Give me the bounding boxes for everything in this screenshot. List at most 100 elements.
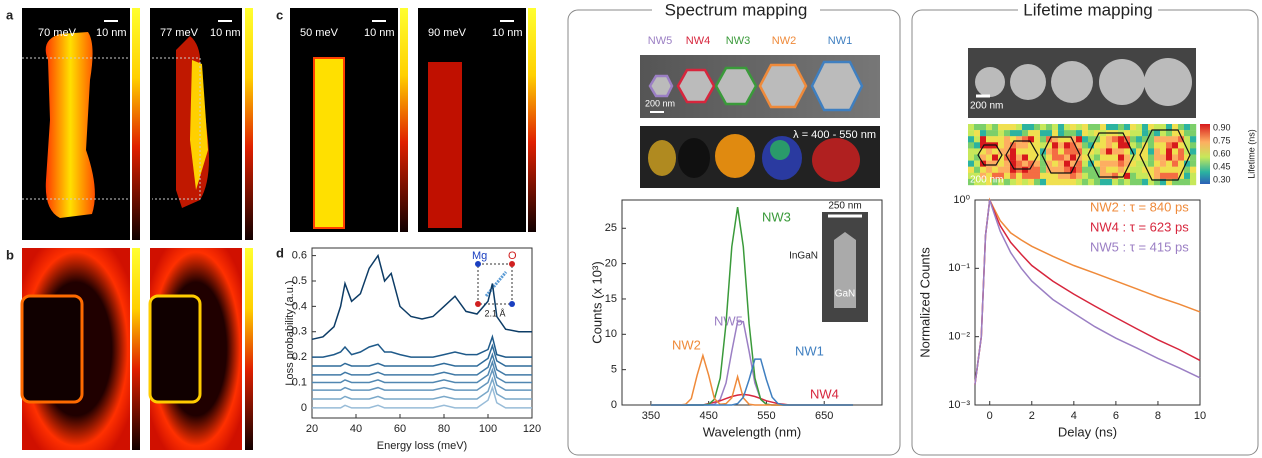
y-tick-label: 10 <box>605 328 617 340</box>
map-cell <box>1100 124 1107 131</box>
scale-label: 10 nm <box>210 27 241 39</box>
map-cell <box>1058 124 1065 131</box>
map-cell <box>968 160 975 167</box>
colorbar <box>245 8 253 240</box>
map-cell <box>1118 124 1125 131</box>
y-axis-label: Counts (x 10³) <box>589 261 604 343</box>
map-cell <box>1094 172 1101 180</box>
map-cell <box>998 160 1005 167</box>
map-cell <box>1136 154 1143 161</box>
map-cell <box>1088 136 1095 143</box>
panel-label: b <box>6 247 14 262</box>
y-tick-label: 10⁻³ <box>948 399 970 411</box>
map-cell <box>1058 160 1065 167</box>
title-bg <box>1018 0 1158 20</box>
map-cell <box>1070 142 1077 149</box>
map-cell <box>1052 136 1059 143</box>
map-cell <box>1124 154 1131 161</box>
x-axis-label: Wavelength (nm) <box>703 424 802 439</box>
map-cell <box>1118 142 1125 149</box>
map-cell <box>1136 124 1143 131</box>
annotation: O <box>508 250 517 262</box>
map-cell <box>974 130 981 137</box>
y-tick-label: 0 <box>301 402 307 414</box>
map-cell <box>1118 154 1125 161</box>
map-cell <box>1100 172 1107 180</box>
section-title: Lifetime mapping <box>1023 0 1152 19</box>
x-tick-label: 120 <box>523 423 541 435</box>
map-cell <box>1142 124 1149 131</box>
map-cell <box>1028 166 1035 173</box>
map-cell <box>1064 160 1071 167</box>
map-cell <box>1064 178 1071 186</box>
map-cell <box>1094 178 1101 186</box>
map-cell <box>974 178 981 186</box>
map-cell <box>1052 142 1059 149</box>
scale-label: 200 nm <box>970 101 1003 112</box>
map-cell <box>1034 160 1041 167</box>
map-cell <box>1070 154 1077 161</box>
map-cell <box>1148 124 1155 131</box>
map-cell <box>1166 166 1173 173</box>
scale-label: 10 nm <box>364 27 395 39</box>
map-cell <box>1148 136 1155 143</box>
y-tick-label: 0.2 <box>292 351 307 363</box>
map-cell <box>1172 172 1179 180</box>
map-cell <box>1190 178 1197 186</box>
colorbar <box>132 248 140 450</box>
panel-label: d <box>276 245 284 260</box>
map-cell <box>1064 166 1071 173</box>
map-cell <box>1022 136 1029 143</box>
y-tick-label: 0 <box>611 399 617 411</box>
map-cell <box>1100 136 1107 143</box>
map-cell <box>1136 178 1143 186</box>
map-cell <box>1082 172 1089 180</box>
map-cell <box>1154 148 1161 155</box>
scale-label: 250 nm <box>828 201 861 212</box>
map-cell <box>1178 148 1185 155</box>
map-cell <box>1034 124 1041 131</box>
colorbar <box>1200 124 1210 184</box>
map-cell <box>1070 178 1077 186</box>
map-cell <box>986 154 993 161</box>
map-cell <box>1184 130 1191 137</box>
map-cell <box>1070 124 1077 131</box>
y-tick-label: 15 <box>605 293 617 305</box>
map-cell <box>992 178 999 186</box>
map-cell <box>992 148 999 155</box>
map-cell <box>1076 178 1083 186</box>
map-cell <box>1004 148 1011 155</box>
eels-blob <box>45 32 95 218</box>
map-cell <box>1052 148 1059 155</box>
map-cell <box>1028 172 1035 180</box>
map-cell <box>968 148 975 155</box>
colorbar-tick: 0.90 <box>1213 122 1231 132</box>
scale-label: 200 nm <box>645 98 675 108</box>
series-line <box>312 359 532 384</box>
map-cell <box>1052 154 1059 161</box>
map-cell <box>992 124 999 131</box>
map-cell <box>1160 142 1167 149</box>
y-axis-label: Loss probability (a.u.) <box>284 280 296 385</box>
hexagon-outlines <box>977 129 1191 181</box>
atom <box>475 301 481 307</box>
map-cell <box>1016 130 1023 137</box>
map-cell <box>968 130 975 137</box>
x-tick-label: 60 <box>394 423 406 435</box>
map-cell <box>1028 142 1035 149</box>
map-cell <box>1088 124 1095 131</box>
map-cell <box>1160 148 1167 155</box>
map-cell <box>974 154 981 161</box>
inset-wire <box>834 232 856 308</box>
y-tick-label: 0.6 <box>292 250 307 262</box>
map-cell <box>1016 154 1023 161</box>
annotation: Mg <box>472 250 487 262</box>
map-cell <box>1088 130 1095 137</box>
map-cell <box>1178 136 1185 143</box>
map-cell <box>1130 178 1137 186</box>
map-cell <box>1166 154 1173 161</box>
colorbar <box>245 248 253 450</box>
series-label: NW2 <box>672 337 701 352</box>
y-tick-label: 0.5 <box>292 275 307 287</box>
